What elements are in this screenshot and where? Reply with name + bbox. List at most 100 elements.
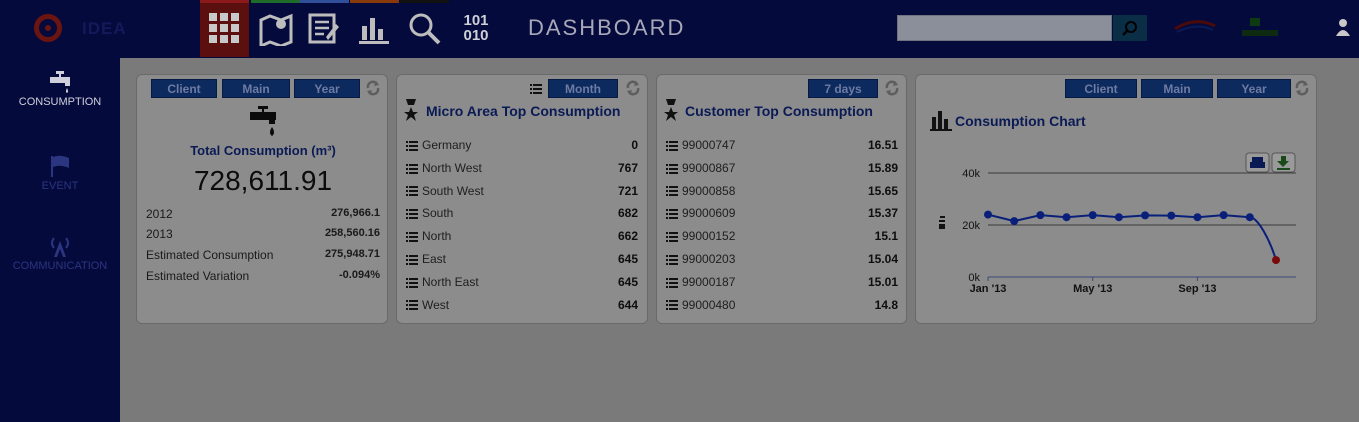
client-button[interactable]: Client — [1065, 79, 1137, 98]
list-icon — [666, 186, 678, 197]
search-button[interactable] — [1113, 15, 1147, 41]
list-item[interactable]: Germany 0 — [406, 135, 638, 155]
year-button[interactable]: Year — [1217, 79, 1291, 98]
list-icon[interactable] — [530, 84, 542, 95]
client-button[interactable]: Client — [151, 79, 217, 98]
series-line — [987, 213, 1277, 261]
list-item[interactable]: North West 767 — [406, 158, 638, 178]
list-item-value: 15.1 — [874, 229, 898, 244]
data-point[interactable] — [1272, 256, 1280, 265]
list-item-label: 99000867 — [666, 161, 735, 175]
list-item-text: 99000867 — [682, 160, 736, 175]
data-point[interactable] — [1088, 211, 1097, 220]
year-button[interactable]: Year — [294, 79, 360, 98]
logo-text: IDEA — [82, 19, 127, 38]
list-item[interactable]: 99000867 15.89 — [666, 158, 898, 178]
page-title: DASHBOARD — [528, 15, 686, 40]
sidebar-item-event[interactable]: EVENT — [0, 154, 120, 192]
list-item[interactable]: South West 721 — [406, 181, 638, 201]
refresh-icon[interactable] — [365, 80, 381, 96]
list-item[interactable]: North East 645 — [406, 272, 638, 292]
refresh-icon[interactable] — [625, 80, 641, 96]
data-point[interactable] — [1245, 213, 1254, 222]
nav-reports-button[interactable] — [300, 0, 349, 57]
refresh-icon[interactable] — [1294, 80, 1310, 96]
list-item-text: East — [422, 252, 447, 266]
list-item-value: 15.65 — [867, 183, 898, 198]
logo[interactable]: IDEA — [30, 10, 170, 46]
list-item-label: 99000858 — [666, 184, 735, 198]
nav-dashboard-button[interactable] — [200, 0, 249, 57]
data-point[interactable] — [1167, 211, 1176, 220]
list-item-text: North West — [422, 160, 482, 175]
chart-title: Consumption Chart — [955, 113, 1086, 129]
main-button[interactable]: Main — [222, 79, 290, 98]
sidebar-item-consumption[interactable]: CONSUMPTION — [0, 70, 120, 108]
unit-glyph-icon — [939, 216, 945, 229]
list-icon — [666, 232, 678, 243]
stat-value: 276,966.1 — [331, 207, 380, 219]
seven-days-button[interactable]: 7 days — [808, 79, 878, 98]
micro-area-title: Micro Area Top Consumption — [426, 103, 621, 119]
data-point[interactable] — [1141, 211, 1150, 220]
nav-map-button[interactable] — [251, 0, 300, 57]
month-button[interactable]: Month — [548, 79, 618, 98]
list-item[interactable]: 99000152 15.1 — [666, 226, 898, 246]
bar-chart-icon — [930, 111, 952, 131]
data-point[interactable] — [984, 210, 992, 219]
list-item-label: North — [406, 229, 451, 243]
list-item[interactable]: 99000480 14.8 — [666, 295, 898, 315]
x-tick-label: May '13 — [1073, 283, 1112, 295]
list-item[interactable]: North 662 — [406, 226, 638, 246]
list-item[interactable]: West 644 — [406, 295, 638, 315]
list-icon — [406, 277, 418, 288]
search-input[interactable] — [897, 15, 1112, 41]
stat-value: 275,948.71 — [324, 248, 380, 260]
flag-icon — [51, 155, 69, 177]
user-icon[interactable] — [1336, 18, 1350, 38]
list-icon — [406, 300, 418, 311]
stat-value: 258,560.16 — [324, 227, 380, 239]
list-item-label: 99000152 — [666, 229, 735, 243]
stat-row: Estimated Variation -0.094% — [146, 269, 380, 283]
download-button[interactable] — [1271, 152, 1296, 173]
list-item[interactable]: 99000187 15.01 — [666, 272, 898, 292]
data-point[interactable] — [1193, 213, 1202, 222]
data-point[interactable] — [1010, 217, 1019, 226]
list-icon — [666, 300, 678, 311]
list-item-value: 682 — [617, 206, 638, 221]
list-item-label: South — [406, 206, 453, 220]
flag-logo-icon — [1242, 18, 1278, 36]
list-item-label: North West — [406, 161, 482, 175]
sidebar-item-communication[interactable]: COMMUNICATION — [0, 234, 120, 272]
list-item[interactable]: 99000858 15.65 — [666, 181, 898, 201]
list-icon — [666, 254, 678, 265]
list-item-label: Germany — [406, 138, 471, 152]
nav-binary-button[interactable]: 101 010 — [452, 0, 500, 54]
stat-label: 2013 — [146, 227, 173, 241]
data-point[interactable] — [1062, 213, 1071, 222]
data-point[interactable] — [1036, 211, 1045, 220]
list-item-value: 16.51 — [867, 138, 898, 152]
sidebar: CONSUMPTION EVENT COMMUNICATION — [0, 58, 120, 422]
nav-search-button[interactable] — [400, 0, 449, 57]
list-item-value: 15.01 — [867, 274, 898, 289]
data-point[interactable] — [1219, 211, 1228, 220]
refresh-icon[interactable] — [884, 80, 900, 96]
list-item[interactable]: 99000203 15.04 — [666, 249, 898, 269]
list-item-label: West — [406, 298, 449, 312]
print-button[interactable] — [1245, 152, 1270, 173]
total-consumption-title: Total Consumption (m³) — [190, 143, 336, 158]
list-item[interactable]: 99000747 16.51 — [666, 135, 898, 155]
stat-value: -0.094% — [339, 269, 380, 281]
main-button[interactable]: Main — [1141, 79, 1213, 98]
x-tick-label: Sep '13 — [1178, 283, 1216, 295]
list-item[interactable]: East 645 — [406, 249, 638, 269]
list-item-value: 644 — [617, 297, 638, 312]
list-item[interactable]: 99000609 15.37 — [666, 203, 898, 223]
list-item[interactable]: South 682 — [406, 203, 638, 223]
stat-row: 2013 258,560.16 — [146, 227, 380, 241]
list-item-value: 15.37 — [867, 206, 898, 221]
nav-charts-button[interactable] — [350, 0, 399, 57]
data-point[interactable] — [1114, 213, 1123, 222]
